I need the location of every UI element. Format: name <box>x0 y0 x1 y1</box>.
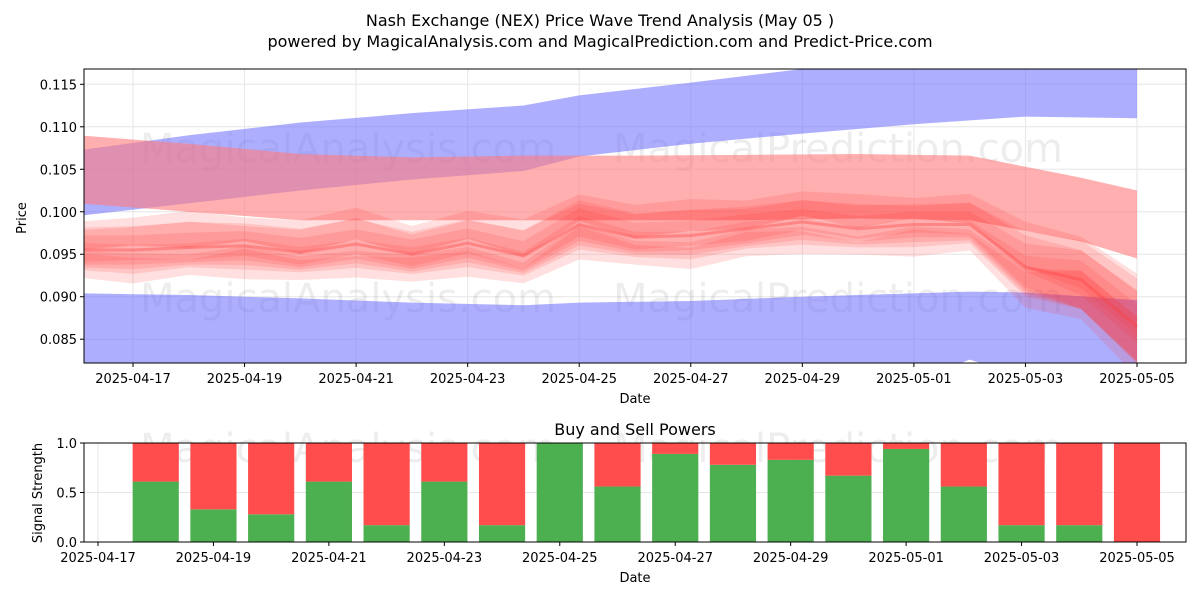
sell-power-bar <box>709 443 757 465</box>
price-x-tick-label: 2025-04-29 <box>765 372 841 387</box>
buy-power-bar <box>767 459 814 542</box>
price-wave-ribbon <box>84 191 1137 343</box>
price-bands <box>84 69 1137 363</box>
price-x-tick-label: 2025-04-19 <box>207 372 283 387</box>
power-x-label: Date <box>619 571 650 586</box>
buy-power-bar <box>998 525 1045 542</box>
sell-power-bar <box>478 443 526 526</box>
price-x-ticks: 2025-04-17 2025-04-19 2025-04-21 2025-04-23… <box>95 363 1175 387</box>
buy-power-bar <box>190 509 237 542</box>
price-y-tick-label: 0.090 <box>40 291 77 306</box>
sell-power-bar <box>132 443 179 482</box>
price-y-tick-label: 0.100 <box>40 206 77 221</box>
sell-power-bar <box>248 443 295 515</box>
price-x-tick-label: 2025-04-17 <box>95 372 171 387</box>
price-x-tick-label: 2025-05-01 <box>876 372 952 387</box>
buy-power-bar <box>883 448 930 542</box>
price-waves <box>84 191 1138 363</box>
price-y-tick-label: 0.095 <box>40 248 77 263</box>
price-wave-ribbon <box>84 208 1137 362</box>
buy-power-bar <box>363 525 410 542</box>
price-wave-ribbon <box>84 216 1137 363</box>
price-y-ticks: 0.085 0.090 0.095 0.100 0.105 0.110 0.115 <box>40 78 84 348</box>
buy-power-bar <box>478 525 526 542</box>
price-wave-ribbon <box>84 200 1137 336</box>
price-chart: MagicalAnalysis.com MagicalPrediction.co… <box>15 68 1187 407</box>
figure-subtitle: powered by MagicalAnalysis.com and Magic… <box>267 32 932 51</box>
buy-power-bar <box>536 443 583 542</box>
sell-power-bar <box>363 443 410 526</box>
sell-power-bar <box>190 443 237 510</box>
price-x-label: Date <box>619 392 650 407</box>
price-y-label: Price <box>15 202 30 234</box>
power-x-tick-label: 2025-05-03 <box>984 551 1060 566</box>
buy-power-bar <box>132 481 179 542</box>
power-x-tick-label: 2025-04-29 <box>753 551 829 566</box>
sell-power-bar <box>1056 443 1103 526</box>
price-y-tick-label: 0.115 <box>40 78 77 93</box>
price-x-tick-label: 2025-04-21 <box>318 372 394 387</box>
buy-power-bar <box>825 475 872 542</box>
power-x-tick-label: 2025-05-01 <box>868 551 944 566</box>
price-wave-ribbon <box>84 200 1137 361</box>
power-chart: Buy and Sell Powers MagicalAnalysis.com … <box>31 420 1187 586</box>
power-x-tick-label: 2025-05-05 <box>1099 551 1175 566</box>
price-x-tick-label: 2025-04-23 <box>430 372 506 387</box>
sell-power-bar <box>421 443 468 482</box>
power-x-tick-label: 2025-04-27 <box>637 551 713 566</box>
power-y-ticks: 0.0 0.5 1.0 <box>56 437 84 551</box>
forecast-band-area <box>84 135 1137 259</box>
price-y-tick-label: 0.110 <box>40 121 77 136</box>
power-bars <box>132 443 1161 542</box>
price-wave-ribbon <box>84 226 1137 363</box>
power-y-tick-label: 0.0 <box>56 536 77 551</box>
power-y-label: Signal Strength <box>31 443 46 543</box>
power-x-tick-label: 2025-04-17 <box>60 551 136 566</box>
sell-power-bar <box>883 443 930 449</box>
sell-power-bar <box>767 443 814 460</box>
power-x-tick-label: 2025-04-25 <box>522 551 598 566</box>
buy-power-bar <box>652 453 699 542</box>
sell-power-bar <box>594 443 641 487</box>
price-axes-frame <box>83 68 1187 364</box>
lower-band-area <box>84 291 1137 363</box>
sell-power-bar <box>825 443 872 476</box>
power-x-tick-label: 2025-04-19 <box>176 551 252 566</box>
price-wave-center-line <box>84 220 1138 328</box>
price-x-tick-label: 2025-05-05 <box>1099 372 1175 387</box>
price-y-tick-label: 0.085 <box>40 333 77 348</box>
buy-power-bar <box>1056 525 1103 542</box>
sell-power-bar <box>940 443 987 487</box>
sell-power-bar <box>998 443 1045 526</box>
sell-power-bar <box>652 443 699 454</box>
figure-title: Nash Exchange (NEX) Price Wave Trend Ana… <box>366 11 834 30</box>
buy-power-bar <box>940 486 987 542</box>
price-wave-ribbon <box>84 223 1137 363</box>
power-y-tick-label: 0.5 <box>56 487 77 502</box>
buy-power-bar <box>709 464 757 542</box>
sell-power-bar <box>1113 443 1161 542</box>
price-x-tick-label: 2025-05-03 <box>988 372 1064 387</box>
buy-power-bar <box>421 481 468 542</box>
price-y-tick-label: 0.105 <box>40 163 77 178</box>
price-x-tick-label: 2025-04-27 <box>653 372 729 387</box>
buy-power-bar <box>248 514 295 542</box>
power-y-tick-label: 1.0 <box>56 437 77 452</box>
sell-power-bar <box>305 443 352 482</box>
power-x-tick-label: 2025-04-21 <box>291 551 367 566</box>
buy-power-bar <box>594 486 641 542</box>
buy-power-bar <box>305 481 352 542</box>
power-title: Buy and Sell Powers <box>554 420 716 439</box>
power-x-tick-label: 2025-04-23 <box>407 551 483 566</box>
power-x-ticks: 2025-04-17 2025-04-19 2025-04-21 2025-04-23… <box>60 542 1175 566</box>
price-x-tick-label: 2025-04-25 <box>541 372 617 387</box>
